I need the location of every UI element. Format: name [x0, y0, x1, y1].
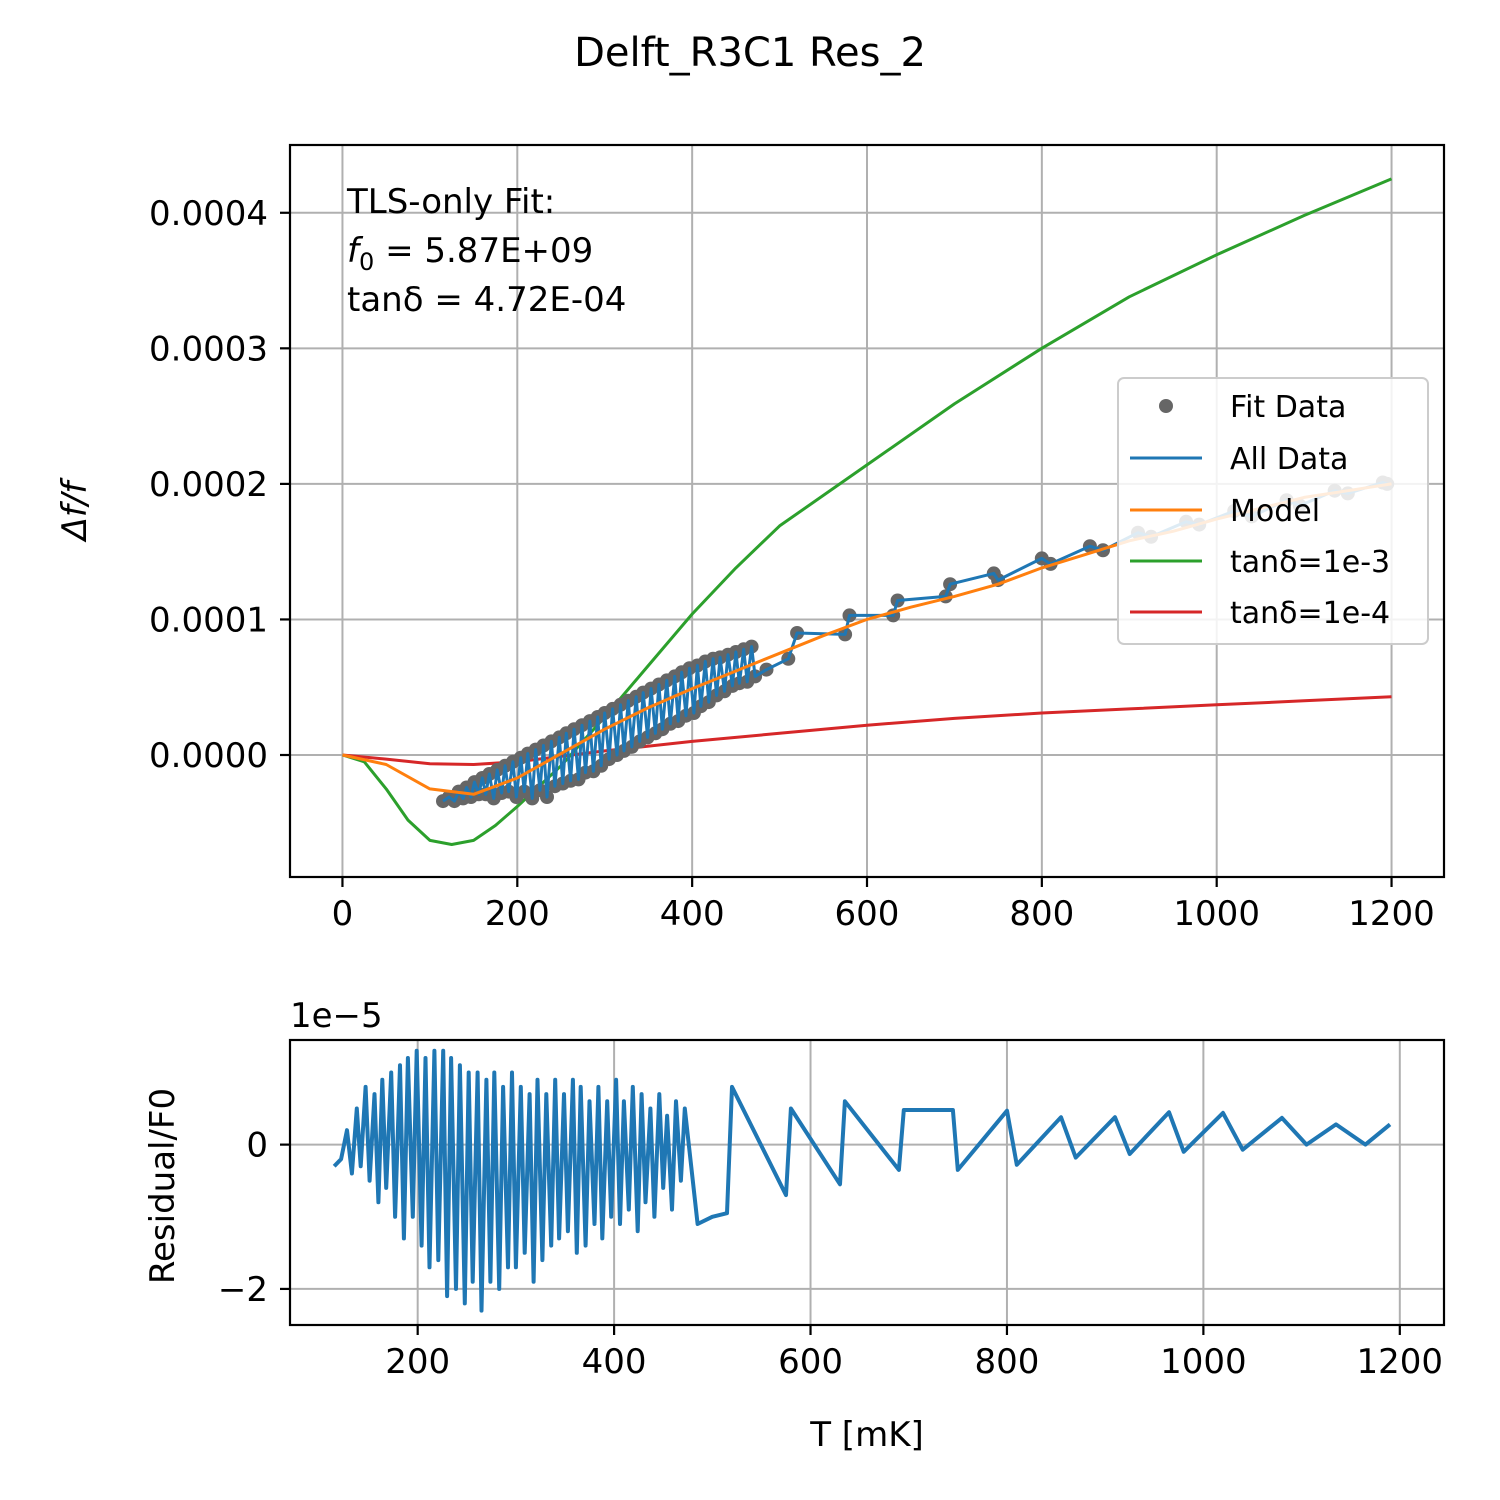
x-tick-label: 600 [835, 894, 900, 934]
bottom-panel: 200 400 600 800 1000 1200 −2 0 1e−5 Residual/F0… [143, 996, 1446, 1455]
x-tick-label: 1200 [1357, 1342, 1444, 1382]
legend-marker-fit-data [1159, 399, 1173, 413]
top-ticks: 0 200 400 600 800 1000 1200 0.0000 0.0001 0.0002 0… [149, 194, 1435, 934]
top-ylabel: Δf/f [55, 477, 95, 544]
legend: Fit Data All Data Model tanδ=1e-3 tanδ=1… [1117, 377, 1429, 645]
legend-entry-fit-data: Fit Data [1159, 390, 1346, 425]
y-tick-label: 0.0001 [149, 600, 268, 640]
legend-entry-tand-1e-4: tanδ=1e-4 [1130, 596, 1390, 631]
legend-label-tand-1e-4: tanδ=1e-4 [1230, 596, 1390, 631]
series-line-tand-1e-3 [342, 177, 1393, 846]
x-tick-label: 800 [1009, 894, 1074, 934]
legend-label-all-data: All Data [1230, 442, 1348, 477]
bottom-ticks: 200 400 600 800 1000 1200 −2 0 [218, 1126, 1443, 1382]
top-panel: 0 200 400 600 800 1000 1200 0.0000 0.0001 0.0002 0… [55, 143, 1446, 934]
legend-entry-tand-1e-3: tanδ=1e-3 [1130, 545, 1390, 580]
figure-title: Delft_R3C1 Res_2 [574, 30, 926, 76]
x-tick-label: 400 [582, 1342, 647, 1382]
bottom-ylabel: Residual/F0 [143, 1088, 183, 1284]
bottom-axes-frame [288, 1038, 1446, 1327]
x-tick-label: 200 [385, 1342, 450, 1382]
y-tick-label: 0.0003 [149, 329, 268, 369]
series-line-tand-1e-4 [342, 695, 1392, 766]
legend-label-fit-data: Fit Data [1230, 390, 1346, 425]
x-tick-label: 400 [660, 894, 725, 934]
y-tick-label: −2 [218, 1270, 268, 1310]
annotation-line-2: f0 = 5.87E+09 [347, 231, 593, 276]
y-tick-label: 0 [246, 1126, 268, 1166]
x-tick-label: 1000 [1173, 894, 1260, 934]
legend-box [1117, 377, 1429, 645]
fit-annotation: TLS-only Fit: f0 = 5.87E+09 tanδ = 4.72E… [346, 182, 626, 320]
y-tick-label: 0.0000 [149, 736, 268, 776]
legend-entry-all-data: All Data [1130, 442, 1348, 477]
annotation-line-3: tanδ = 4.72E-04 [347, 280, 626, 320]
y-tick-label: 0.0004 [149, 194, 268, 234]
x-tick-label: 0 [332, 894, 354, 934]
bottom-xlabel: T [mK] [809, 1415, 924, 1455]
residual-line [332, 1048, 1392, 1313]
legend-label-model: Model [1230, 494, 1320, 529]
y-tick-label: 0.0002 [149, 465, 268, 505]
bottom-marks [332, 1048, 1392, 1313]
bottom-offset-text: 1e−5 [290, 996, 383, 1036]
x-tick-label: 600 [778, 1342, 843, 1382]
x-tick-label: 200 [485, 894, 550, 934]
x-tick-label: 1000 [1160, 1342, 1247, 1382]
legend-label-tand-1e-3: tanδ=1e-3 [1230, 545, 1390, 580]
x-tick-label: 1200 [1348, 894, 1435, 934]
legend-entry-model: Model [1130, 494, 1320, 529]
annotation-line-1: TLS-only Fit: [346, 182, 555, 222]
x-tick-label: 800 [975, 1342, 1040, 1382]
series-line-all-data [442, 481, 1388, 803]
